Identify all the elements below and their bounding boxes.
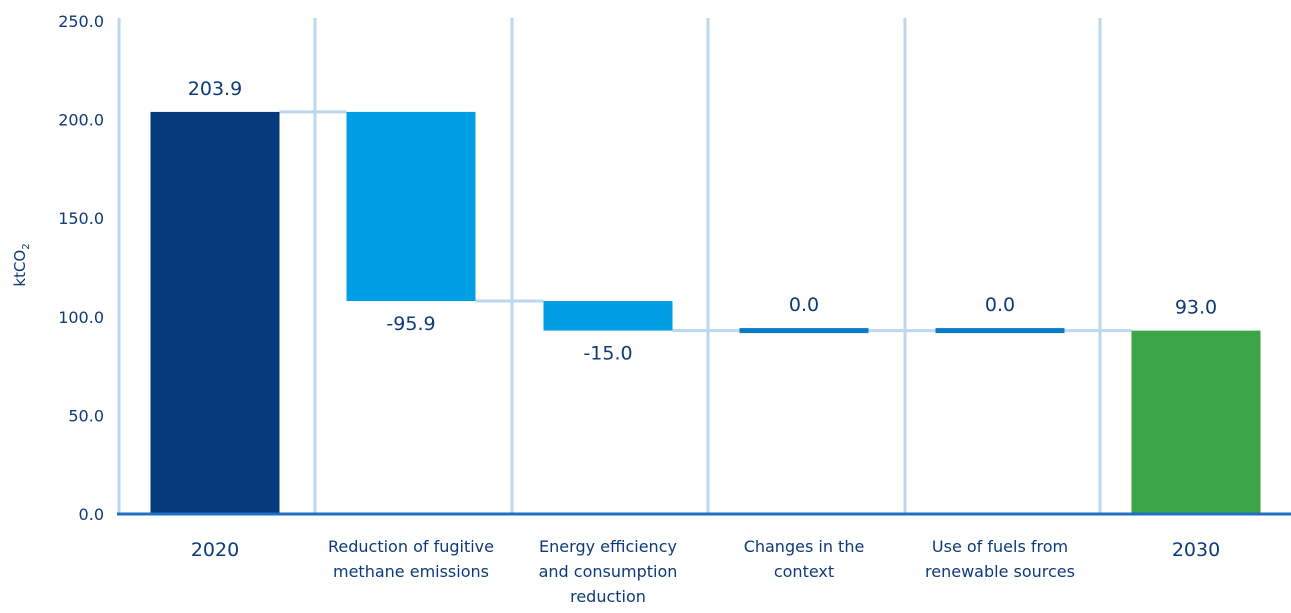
data-label: 203.9 <box>188 78 242 100</box>
data-labels: 203.9 -95.9 -15.0 0.0 0.0 93.0 <box>188 78 1217 365</box>
category-label: Reduction of fugitive methane emissions <box>328 537 494 581</box>
category-label-line: renewable sources <box>925 562 1075 581</box>
y-tick-label: 100.0 <box>58 308 104 327</box>
data-label: -15.0 <box>583 343 632 365</box>
y-tick-label: 200.0 <box>58 111 104 130</box>
bar <box>543 301 673 331</box>
category-label-line: reduction <box>570 587 646 606</box>
bar <box>346 111 476 302</box>
y-tick-label: 50.0 <box>68 406 104 425</box>
category-label-line: Energy efficiency <box>539 537 677 556</box>
y-tick-label: 150.0 <box>58 209 104 228</box>
bar <box>150 111 280 514</box>
connector-lines <box>279 110 1132 333</box>
bar <box>1131 330 1261 514</box>
data-label: 93.0 <box>1175 297 1217 319</box>
category-label-line: 2020 <box>191 539 239 561</box>
category-label-line: 2030 <box>1172 539 1220 561</box>
category-label: 2020 <box>191 539 239 561</box>
y-tick-label: 0.0 <box>79 505 104 524</box>
category-label: 2030 <box>1172 539 1220 561</box>
bar <box>739 328 869 334</box>
category-label-line: context <box>774 562 834 581</box>
category-label-line: Use of fuels from <box>932 537 1068 556</box>
category-label: Changes in the context <box>744 537 865 581</box>
y-axis-label: ktCO2 <box>11 243 32 286</box>
y-axis-label-subscript: 2 <box>21 243 32 249</box>
data-label: 0.0 <box>789 294 819 316</box>
category-label-line: and consumption <box>539 562 678 581</box>
category-label: Use of fuels from renewable sources <box>925 537 1075 581</box>
category-label-line: Reduction of fugitive <box>328 537 494 556</box>
bar <box>935 328 1065 334</box>
y-axis-label-main: ktCO <box>11 250 29 287</box>
category-label: Energy efficiency and consumption reductio… <box>539 537 678 606</box>
bars <box>150 111 1261 514</box>
grid-lines <box>117 18 1102 514</box>
data-label: 0.0 <box>985 294 1015 316</box>
x-axis-categories: 2020 Reduction of fugitive methane emissio… <box>191 537 1220 606</box>
y-tick-label: 250.0 <box>58 12 104 31</box>
category-label-line: Changes in the <box>744 537 865 556</box>
category-label-line: methane emissions <box>333 562 489 581</box>
y-axis: 0.0 50.0 100.0 150.0 200.0 250.0 <box>58 12 104 524</box>
data-label: -95.9 <box>386 313 435 335</box>
